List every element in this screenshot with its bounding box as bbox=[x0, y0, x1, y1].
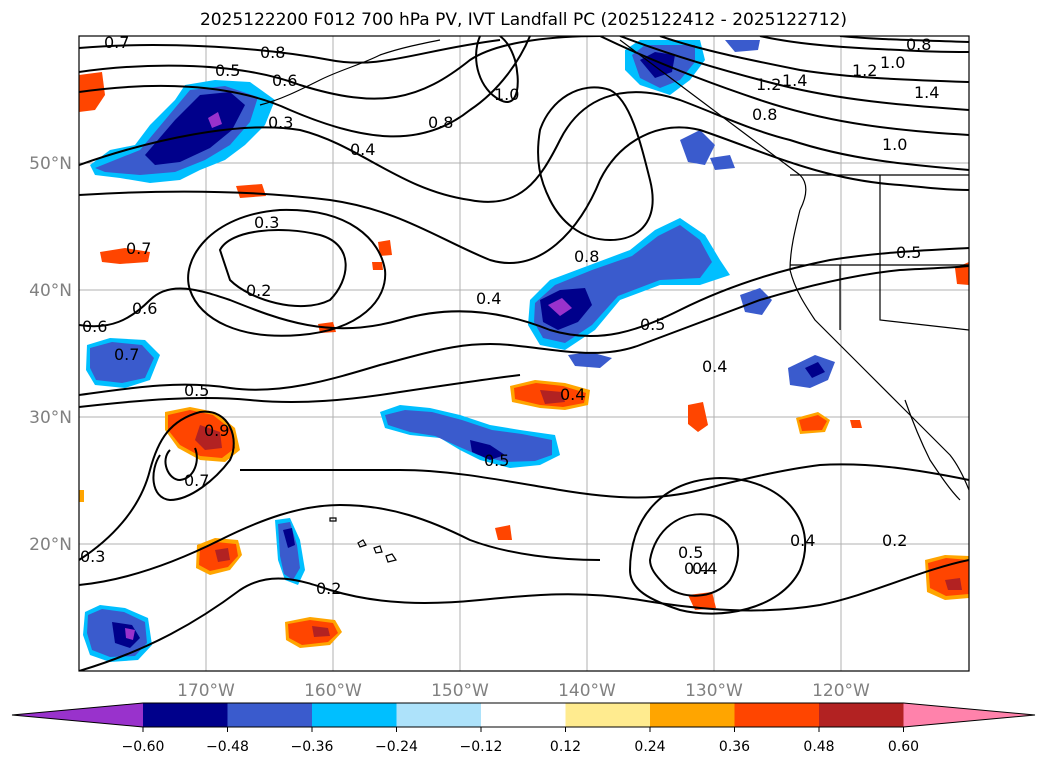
contour-label: 0.3 bbox=[254, 213, 279, 232]
colorbar-arrow-left bbox=[12, 703, 143, 727]
colorbar-tick-label: −0.24 bbox=[375, 739, 418, 755]
contour-label: 0.5 bbox=[640, 315, 665, 334]
lat-label-20n: 20°N bbox=[29, 535, 72, 555]
blob-pos-northwest bbox=[79, 72, 105, 112]
lon-label-120w: 120°W bbox=[812, 681, 870, 701]
contour-label: 0.4 bbox=[790, 531, 815, 550]
contour-label: 0.7 bbox=[184, 471, 209, 490]
contour-label: 0.5 bbox=[484, 451, 509, 470]
colorbar-tick-label: −0.36 bbox=[291, 739, 334, 755]
colorbar-segment bbox=[819, 703, 904, 727]
contour-label: 0.5 bbox=[215, 61, 240, 80]
lon-label-140w: 140°W bbox=[558, 681, 616, 701]
contour-label: 0.3 bbox=[80, 547, 105, 566]
contour-label: 0.8 bbox=[428, 113, 453, 132]
contour-label: 0.6 bbox=[272, 71, 297, 90]
lon-label-130w: 130°W bbox=[685, 681, 743, 701]
contour-label: 1.2 bbox=[756, 75, 781, 94]
coastlines bbox=[259, 39, 969, 563]
colorbar-segment bbox=[396, 703, 481, 727]
colorbar-tick-label: 0.60 bbox=[888, 739, 919, 755]
pv-contours bbox=[79, 36, 969, 671]
lon-label-170w: 170°W bbox=[177, 681, 235, 701]
negative-anomaly-fills bbox=[83, 40, 835, 662]
contour-label: 1.4 bbox=[914, 83, 939, 102]
lat-label-40n: 40°N bbox=[29, 281, 72, 301]
contour-label: 0.6 bbox=[132, 299, 157, 318]
colorbar-tick-label: −0.60 bbox=[122, 739, 165, 755]
contour-label: 1.4 bbox=[782, 71, 807, 90]
contour-label: 0.4 bbox=[684, 559, 709, 578]
lat-label-30n: 30°N bbox=[29, 408, 72, 428]
contour-label: 1.0 bbox=[880, 53, 905, 72]
contour-label: 0.9 bbox=[204, 421, 229, 440]
longitude-labels: 170°W 160°W 150°W 140°W 130°W 120°W bbox=[177, 681, 870, 701]
colorbar: −0.60 −0.48 −0.36 −0.24 −0.12 0.12 0.24 … bbox=[11, 702, 1036, 755]
lon-label-150w: 150°W bbox=[431, 681, 489, 701]
colorbar-arrow-right bbox=[903, 703, 1035, 727]
contour-labels: 0.7 0.8 0.5 0.6 0.3 0.4 0.8 1.0 1.2 1.4 … bbox=[80, 33, 939, 598]
positive-anomaly-fills bbox=[79, 72, 969, 648]
colorbar-tick-label: 0.12 bbox=[550, 739, 581, 755]
contour-label: 0.2 bbox=[882, 531, 907, 550]
contour-label: 0.4 bbox=[560, 385, 585, 404]
contour-label: 0.5 bbox=[896, 243, 921, 262]
contour-label: 0.6 bbox=[82, 317, 107, 336]
colorbar-segment bbox=[312, 703, 397, 727]
contour-label: 0.2 bbox=[316, 579, 341, 598]
lat-label-50n: 50°N bbox=[29, 154, 72, 174]
contour-label: 0.7 bbox=[104, 33, 129, 52]
map-title: 2025122200 F012 700 hPa PV, IVT Landfall… bbox=[199, 10, 847, 30]
colorbar-tick-label: 0.36 bbox=[719, 739, 750, 755]
colorbar-tick-label: 0.24 bbox=[634, 739, 665, 755]
colorbar-segment bbox=[481, 703, 566, 727]
contour-label: 0.4 bbox=[692, 559, 717, 578]
contour-label: 0.8 bbox=[574, 247, 599, 266]
contour-label: 0.4 bbox=[350, 140, 375, 159]
contour-label: 1.0 bbox=[882, 135, 907, 154]
colorbar-ticks bbox=[142, 727, 904, 732]
colorbar-segment bbox=[227, 703, 312, 727]
colorbar-tick-label: −0.12 bbox=[460, 739, 503, 755]
latitude-labels: 50°N 40°N 30°N 20°N bbox=[29, 154, 72, 555]
colorbar-tick-label: −0.48 bbox=[206, 739, 249, 755]
colorbar-segment bbox=[734, 703, 819, 727]
contour-label: 0.5 bbox=[678, 543, 703, 562]
contour-label: 0.8 bbox=[906, 35, 931, 54]
contour-label: 1.2 bbox=[852, 61, 877, 80]
map-frame bbox=[78, 35, 970, 672]
gridlines bbox=[79, 36, 969, 671]
colorbar-segment bbox=[650, 703, 735, 727]
colorbar-segment bbox=[143, 703, 228, 727]
contour-label: 0.7 bbox=[114, 345, 139, 364]
contour-label: 1.0 bbox=[494, 85, 519, 104]
contour-label: 0.4 bbox=[476, 289, 501, 308]
colorbar-tick-label: 0.48 bbox=[803, 739, 834, 755]
contour-label: 0.4 bbox=[702, 357, 727, 376]
contour-label: 0.2 bbox=[246, 281, 271, 300]
contour-label: 0.3 bbox=[268, 113, 293, 132]
contour-label: 0.8 bbox=[752, 105, 777, 124]
contour-label: 0.7 bbox=[126, 239, 151, 258]
colorbar-segment bbox=[565, 703, 650, 727]
contour-label: 0.8 bbox=[260, 43, 285, 62]
contour-label: 0.5 bbox=[184, 381, 209, 400]
lon-label-160w: 160°W bbox=[304, 681, 362, 701]
